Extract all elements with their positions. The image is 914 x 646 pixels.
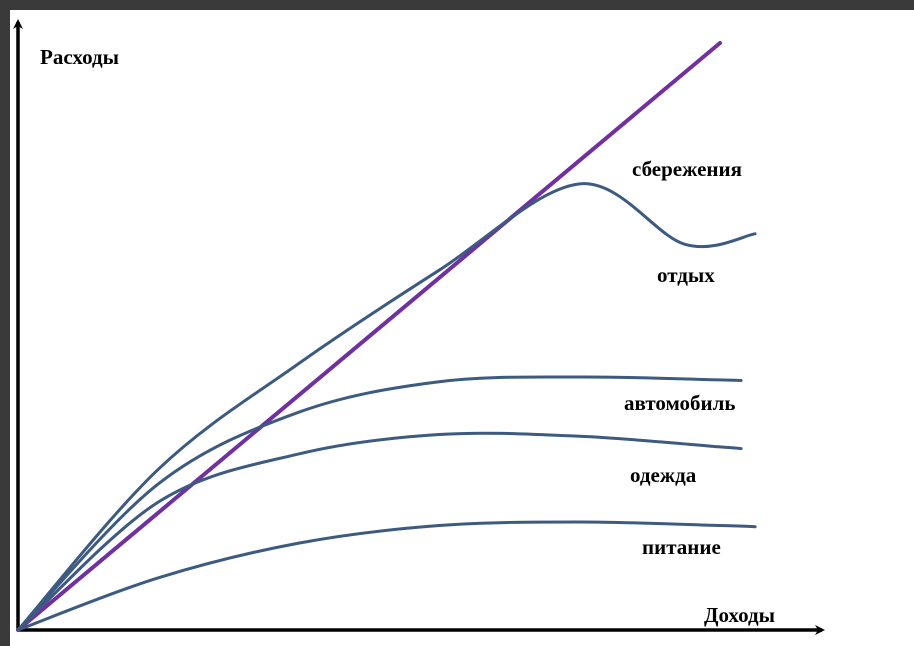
label-savings: сбережения — [632, 157, 742, 181]
chart-frame — [10, 10, 914, 646]
left-border — [0, 0, 10, 646]
x-axis-label: Доходы — [704, 603, 775, 627]
series-label-pitanie: питание — [642, 535, 721, 559]
y-axis-label: Расходы — [40, 45, 119, 69]
series-label-odezhda: одежда — [630, 463, 697, 487]
series-line-otdykh — [16, 182, 757, 632]
series-line-odezhda — [16, 431, 743, 632]
total-spending-line — [16, 41, 722, 632]
series-lines — [16, 41, 757, 632]
series-line-avtomobil — [16, 375, 743, 632]
series-label-otdykh: отдых — [657, 263, 715, 287]
series-label-avtomobil: автомобиль — [624, 391, 735, 415]
top-border — [0, 0, 914, 10]
series-line-pitanie — [16, 520, 757, 632]
